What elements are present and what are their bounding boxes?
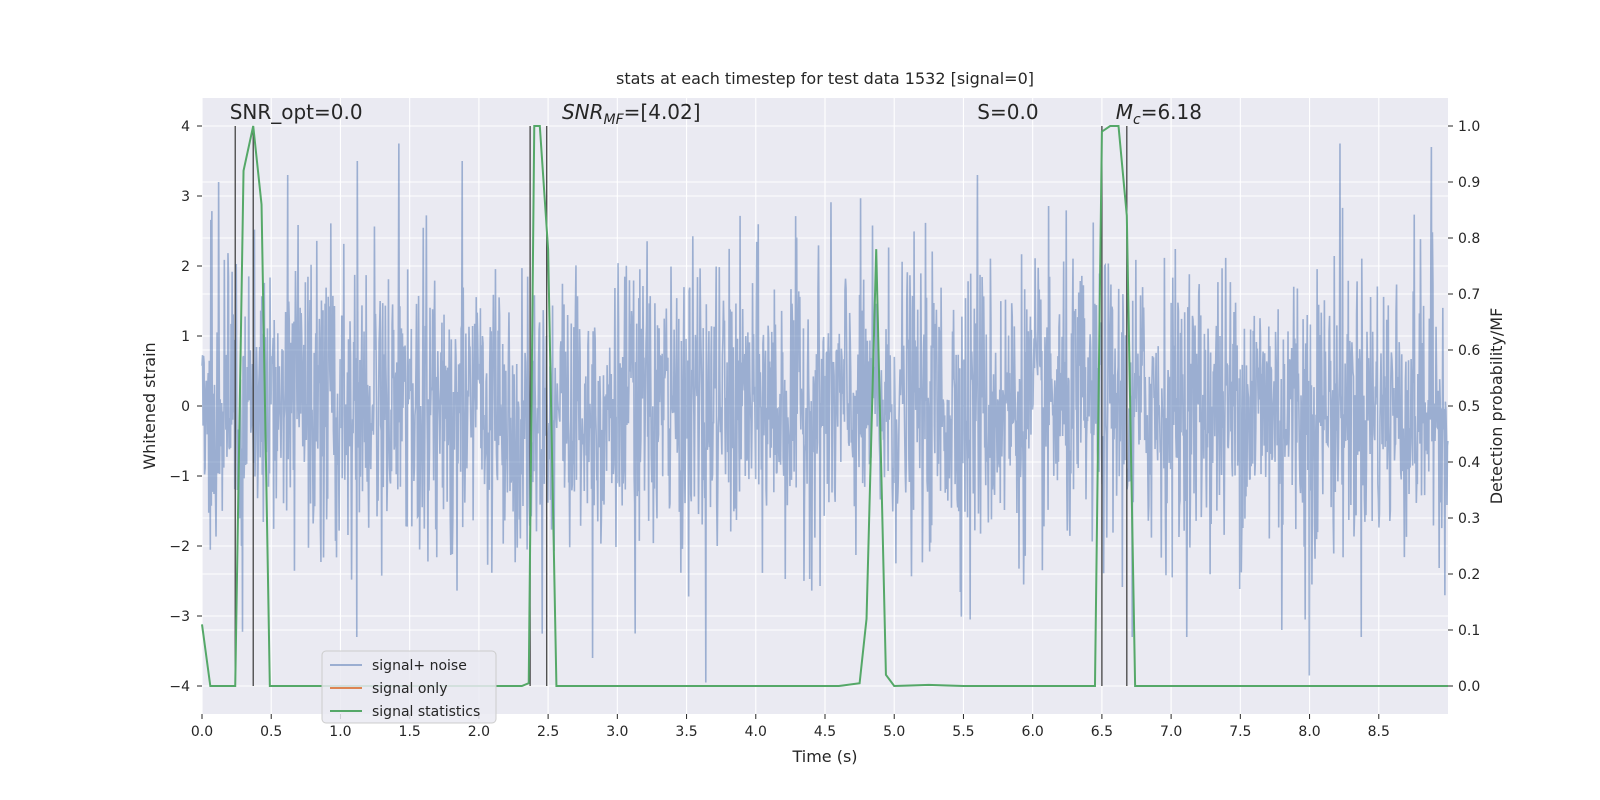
y-tick-label: 2 — [181, 259, 190, 275]
x-tick-label: 7.5 — [1229, 724, 1251, 740]
x-tick-label: 6.5 — [1091, 724, 1113, 740]
x-tick-label: 0.0 — [191, 724, 213, 740]
legend-label-signal-only: signal only — [372, 681, 447, 697]
annotation-text: SNRMF=[4.02] — [562, 100, 701, 128]
x-tick-label: 3.0 — [606, 724, 628, 740]
y-tick-label: 4 — [181, 119, 190, 135]
y2-tick-label: 0.5 — [1458, 399, 1480, 415]
x-tick-label: 4.0 — [745, 724, 767, 740]
series-line-signal-statistics — [201, 125, 1448, 688]
y-tick-label: 0 — [181, 399, 190, 415]
x-tick-label: 0.5 — [260, 724, 282, 740]
legend: signal+ noise signal only signal statist… — [321, 650, 497, 724]
y2-tick-label: 0.7 — [1458, 287, 1480, 303]
legend-label-signal-statistics: signal statistics — [372, 704, 480, 720]
y-tick-label: −3 — [169, 609, 190, 625]
x-tick-label: 6.0 — [1022, 724, 1044, 740]
y2-tick-label: 0.1 — [1458, 623, 1480, 639]
x-axis-ticks: 0.0 0.5 1.0 1.5 2.0 2.5 3.0 3.5 4.0 4.5 5.0 5.5 6.0 6… — [191, 714, 1390, 740]
y-axis-ticks: −4 −3 −2 −1 0 1 2 3 4 — [169, 119, 202, 695]
y-axis-label: Whitened strain — [140, 342, 159, 469]
x-tick-label: 8.5 — [1368, 724, 1390, 740]
series-line-signal-noise — [201, 143, 1449, 683]
annotation-text: SNR_opt=0.0 — [230, 100, 363, 124]
y-tick-label: −2 — [169, 539, 190, 555]
x-tick-label: 7.0 — [1160, 724, 1182, 740]
annotation-text: S=0.0 — [977, 100, 1038, 124]
y2-tick-label: 0.9 — [1458, 175, 1480, 191]
y2-tick-label: 0.3 — [1458, 511, 1480, 527]
x-tick-label: 4.5 — [814, 724, 836, 740]
legend-box — [321, 650, 497, 724]
annotations: SNR_opt=0.0 SNRMF=[4.02] S=0.0 Mc=6.18 — [230, 100, 1202, 128]
x-tick-label: 8.0 — [1298, 724, 1320, 740]
y2-tick-label: 0.4 — [1458, 455, 1480, 471]
x-tick-label: 2.0 — [468, 724, 490, 740]
x-tick-label: 1.0 — [329, 724, 351, 740]
y-tick-label: 3 — [181, 189, 190, 205]
y2-tick-label: 0.6 — [1458, 343, 1480, 359]
y2-tick-label: 0.8 — [1458, 231, 1480, 247]
y-tick-label: 1 — [181, 329, 190, 345]
y2-tick-label: 1.0 — [1458, 119, 1480, 135]
y2-axis-label: Detection probability/MF — [1487, 308, 1506, 505]
series-signal-statistics — [201, 125, 1448, 688]
x-tick-label: 1.5 — [399, 724, 421, 740]
legend-label-signal-noise: signal+ noise — [372, 658, 467, 674]
y-tick-label: −4 — [169, 679, 190, 695]
x-tick-label: 2.5 — [537, 724, 559, 740]
y2-tick-label: 0.0 — [1458, 679, 1480, 695]
x-tick-label: 5.5 — [952, 724, 974, 740]
x-tick-label: 3.5 — [675, 724, 697, 740]
annotation-text: Mc=6.18 — [1116, 100, 1202, 128]
y-tick-label: −1 — [169, 469, 190, 485]
y2-tick-label: 0.2 — [1458, 567, 1480, 583]
x-axis-label: Time (s) — [791, 747, 857, 766]
chart-title: stats at each timestep for test data 153… — [616, 69, 1034, 88]
x-tick-label: 5.0 — [883, 724, 905, 740]
series-signal-noise — [201, 143, 1449, 683]
y2-axis-ticks: 0.0 0.1 0.2 0.3 0.4 0.5 0.6 0.7 0.8 0.9 1.0 — [1448, 119, 1480, 695]
